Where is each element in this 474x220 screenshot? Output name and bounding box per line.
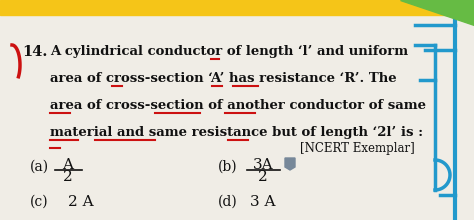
Polygon shape — [285, 158, 295, 170]
Text: [NCERT Exemplar]: [NCERT Exemplar] — [300, 142, 415, 155]
Bar — [0, 0, 474, 15]
Text: 14.: 14. — [22, 45, 47, 59]
Polygon shape — [400, 0, 474, 25]
Text: 2: 2 — [258, 170, 268, 184]
Text: area of cross-section ‘A’ has resistance ‘R’. The: area of cross-section ‘A’ has resistance… — [50, 72, 397, 85]
Text: (a): (a) — [30, 160, 49, 174]
Text: 2: 2 — [63, 170, 73, 184]
Text: 2 A: 2 A — [68, 195, 94, 209]
Text: area of cross-section of another conductor of same: area of cross-section of another conduct… — [50, 99, 426, 112]
Text: A: A — [63, 158, 73, 172]
Text: 3A: 3A — [253, 158, 273, 172]
Text: (c): (c) — [30, 195, 49, 209]
Text: (b): (b) — [218, 160, 237, 174]
Text: (d): (d) — [218, 195, 238, 209]
Text: A cylindrical conductor of length ‘l’ and uniform: A cylindrical conductor of length ‘l’ an… — [50, 45, 408, 58]
Text: material and same resistance but of length ‘2l’ is :: material and same resistance but of leng… — [50, 126, 423, 139]
Text: 3 A: 3 A — [250, 195, 275, 209]
